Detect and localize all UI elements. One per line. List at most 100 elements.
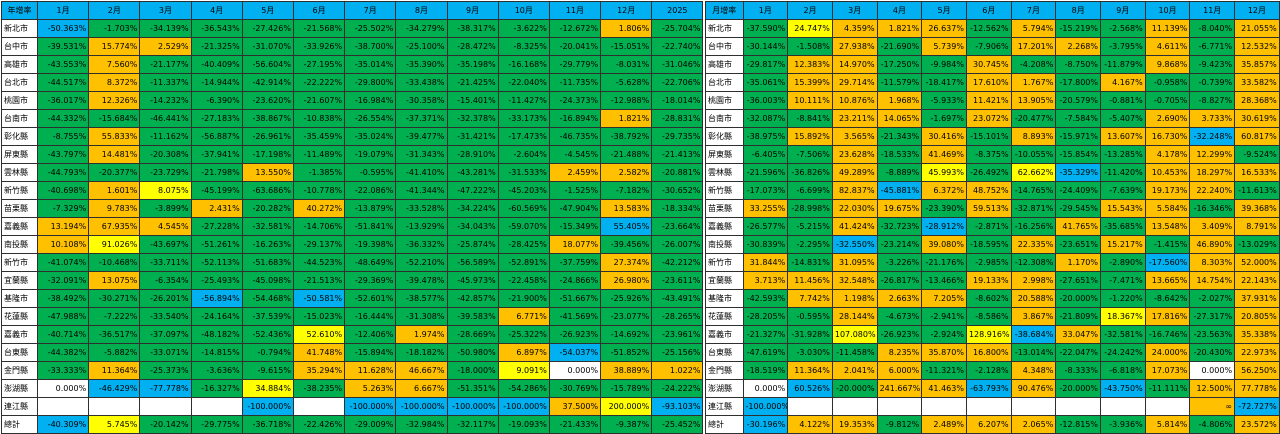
mom-value-cell[interactable]: 22.143% bbox=[1234, 271, 1280, 290]
yoy-value-cell[interactable]: -43.797% bbox=[36, 145, 90, 164]
mom-value-cell[interactable]: 5.814% bbox=[1144, 415, 1191, 434]
mom-value-cell[interactable]: 17.201% bbox=[1010, 37, 1057, 56]
yoy-value-cell[interactable] bbox=[139, 397, 192, 416]
mom-value-cell[interactable]: -13.014% bbox=[1010, 343, 1057, 362]
yoy-value-cell[interactable]: -42.857% bbox=[446, 289, 499, 308]
mom-value-cell[interactable]: 23.628% bbox=[831, 145, 878, 164]
mom-value-cell[interactable]: 22.973% bbox=[1234, 343, 1280, 362]
yoy-value-cell[interactable]: -3.636% bbox=[190, 361, 243, 380]
mom-value-cell[interactable]: 128.916% bbox=[965, 325, 1012, 344]
yoy-value-cell[interactable]: -1.703% bbox=[88, 19, 141, 38]
mom-value-cell[interactable]: -23.214% bbox=[876, 235, 923, 254]
mom-column-header[interactable]: 1月 bbox=[742, 1, 789, 20]
mom-value-cell[interactable]: -13.029% bbox=[1234, 235, 1280, 254]
mom-value-cell[interactable]: 20.805% bbox=[1234, 307, 1280, 326]
yoy-value-cell[interactable]: -11.337% bbox=[139, 73, 192, 92]
mom-column-header[interactable]: 10月 bbox=[1144, 1, 1191, 20]
mom-value-cell[interactable]: -23.651% bbox=[1055, 235, 1101, 254]
mom-value-cell[interactable]: -1.415% bbox=[1144, 235, 1191, 254]
mom-value-cell[interactable]: -100.000% bbox=[742, 397, 789, 416]
yoy-value-cell[interactable]: -21.798% bbox=[190, 163, 243, 182]
mom-value-cell[interactable]: 12.299% bbox=[1189, 145, 1236, 164]
yoy-value-cell[interactable]: -32.091% bbox=[36, 271, 90, 290]
yoy-value-cell[interactable]: -33.333% bbox=[36, 361, 90, 380]
mom-value-cell[interactable]: 24.747% bbox=[787, 19, 833, 38]
mom-value-cell[interactable]: -72.727% bbox=[1234, 397, 1280, 416]
yoy-value-cell[interactable]: 2.529% bbox=[139, 37, 192, 56]
mom-row-label[interactable]: 嘉義縣 bbox=[705, 217, 744, 236]
yoy-value-cell[interactable]: -25.452% bbox=[651, 415, 704, 434]
yoy-value-cell[interactable]: 5.263% bbox=[344, 379, 397, 398]
yoy-value-cell[interactable]: -31.046% bbox=[651, 55, 704, 74]
mom-value-cell[interactable]: -17.250% bbox=[876, 55, 923, 74]
mom-value-cell[interactable]: -21.176% bbox=[921, 253, 967, 272]
yoy-value-cell[interactable]: -15.051% bbox=[600, 37, 653, 56]
yoy-value-cell[interactable]: -51.852% bbox=[600, 343, 653, 362]
mom-value-cell[interactable]: -0.705% bbox=[1144, 91, 1191, 110]
mom-value-cell[interactable]: 17.816% bbox=[1144, 307, 1191, 326]
yoy-row-label[interactable]: 彰化縣 bbox=[1, 127, 38, 146]
yoy-value-cell[interactable]: -9.387% bbox=[600, 415, 653, 434]
yoy-value-cell[interactable]: -31.421% bbox=[446, 127, 499, 146]
yoy-value-cell[interactable] bbox=[88, 397, 141, 416]
yoy-value-cell[interactable]: -63.686% bbox=[241, 181, 294, 200]
yoy-row-label[interactable]: 台南市 bbox=[1, 109, 38, 128]
yoy-value-cell[interactable]: -11.735% bbox=[548, 73, 602, 92]
yoy-value-cell[interactable]: -28.910% bbox=[446, 145, 499, 164]
yoy-value-cell[interactable]: -12.988% bbox=[600, 91, 653, 110]
mom-value-cell[interactable]: -14.765% bbox=[1010, 181, 1057, 200]
yoy-value-cell[interactable]: -23.611% bbox=[651, 271, 704, 290]
yoy-value-cell[interactable]: -34.043% bbox=[446, 217, 499, 236]
yoy-value-cell[interactable]: -47.222% bbox=[446, 181, 499, 200]
yoy-value-cell[interactable]: 6.667% bbox=[395, 379, 448, 398]
yoy-value-cell[interactable]: -100.000% bbox=[395, 397, 448, 416]
yoy-value-cell[interactable]: -52.210% bbox=[395, 253, 448, 272]
yoy-value-cell[interactable]: -47.988% bbox=[36, 307, 90, 326]
mom-value-cell[interactable]: 18.367% bbox=[1100, 307, 1146, 326]
mom-value-cell[interactable]: 13.548% bbox=[1144, 217, 1191, 236]
yoy-row-label[interactable]: 宜蘭縣 bbox=[1, 271, 38, 290]
mom-value-cell[interactable]: 15.399% bbox=[787, 73, 833, 92]
yoy-column-header[interactable]: 6月 bbox=[292, 1, 346, 20]
yoy-value-cell[interactable]: -28.265% bbox=[651, 307, 704, 326]
yoy-value-cell[interactable]: 9.783% bbox=[88, 199, 141, 218]
yoy-value-cell[interactable]: 41.748% bbox=[292, 343, 346, 362]
yoy-value-cell[interactable]: -51.841% bbox=[344, 217, 397, 236]
mom-value-cell[interactable]: -28.205% bbox=[742, 307, 789, 326]
mom-row-label[interactable]: 台南市 bbox=[705, 109, 744, 128]
yoy-value-cell[interactable]: -5.628% bbox=[600, 73, 653, 92]
yoy-value-cell[interactable]: 4.545% bbox=[139, 217, 192, 236]
yoy-value-cell[interactable]: -19.079% bbox=[344, 145, 397, 164]
yoy-value-cell[interactable]: -48.182% bbox=[190, 325, 243, 344]
mom-value-cell[interactable]: 60.526% bbox=[787, 379, 833, 398]
mom-value-cell[interactable]: 37.931% bbox=[1234, 289, 1280, 308]
yoy-value-cell[interactable]: -2.604% bbox=[497, 145, 550, 164]
mom-value-cell[interactable]: 52.000% bbox=[1234, 253, 1280, 272]
yoy-value-cell[interactable]: -26.007% bbox=[651, 235, 704, 254]
mom-value-cell[interactable]: 60.817% bbox=[1234, 127, 1280, 146]
yoy-value-cell[interactable]: -21.425% bbox=[446, 73, 499, 92]
yoy-value-cell[interactable]: -38.867% bbox=[241, 109, 294, 128]
yoy-column-header[interactable]: 2月 bbox=[88, 1, 141, 20]
mom-value-cell[interactable]: -21.596% bbox=[742, 163, 789, 182]
yoy-value-cell[interactable]: -52.891% bbox=[497, 253, 550, 272]
yoy-column-header[interactable]: 11月 bbox=[548, 1, 602, 20]
mom-row-label[interactable]: 高雄市 bbox=[705, 55, 744, 74]
mom-value-cell[interactable]: -3.226% bbox=[876, 253, 923, 272]
mom-value-cell[interactable]: -18.595% bbox=[965, 235, 1012, 254]
yoy-value-cell[interactable]: 13.583% bbox=[600, 199, 653, 218]
yoy-value-cell[interactable]: -30.271% bbox=[88, 289, 141, 308]
yoy-value-cell[interactable]: -22.740% bbox=[651, 37, 704, 56]
mom-value-cell[interactable]: 2.690% bbox=[1144, 109, 1191, 128]
yoy-value-cell[interactable]: 1.974% bbox=[395, 325, 448, 344]
mom-value-cell[interactable]: -6.699% bbox=[787, 181, 833, 200]
mom-column-header[interactable]: 5月 bbox=[921, 1, 967, 20]
yoy-value-cell[interactable]: -43.281% bbox=[446, 163, 499, 182]
yoy-value-cell[interactable]: -56.894% bbox=[190, 289, 243, 308]
mom-value-cell[interactable]: -27.317% bbox=[1189, 307, 1236, 326]
yoy-value-cell[interactable]: -3.622% bbox=[497, 19, 550, 38]
yoy-value-cell[interactable]: -35.198% bbox=[446, 55, 499, 74]
yoy-value-cell[interactable]: 26.980% bbox=[600, 271, 653, 290]
mom-value-cell[interactable]: 1.767% bbox=[1010, 73, 1057, 92]
mom-value-cell[interactable]: 3.733% bbox=[1189, 109, 1236, 128]
